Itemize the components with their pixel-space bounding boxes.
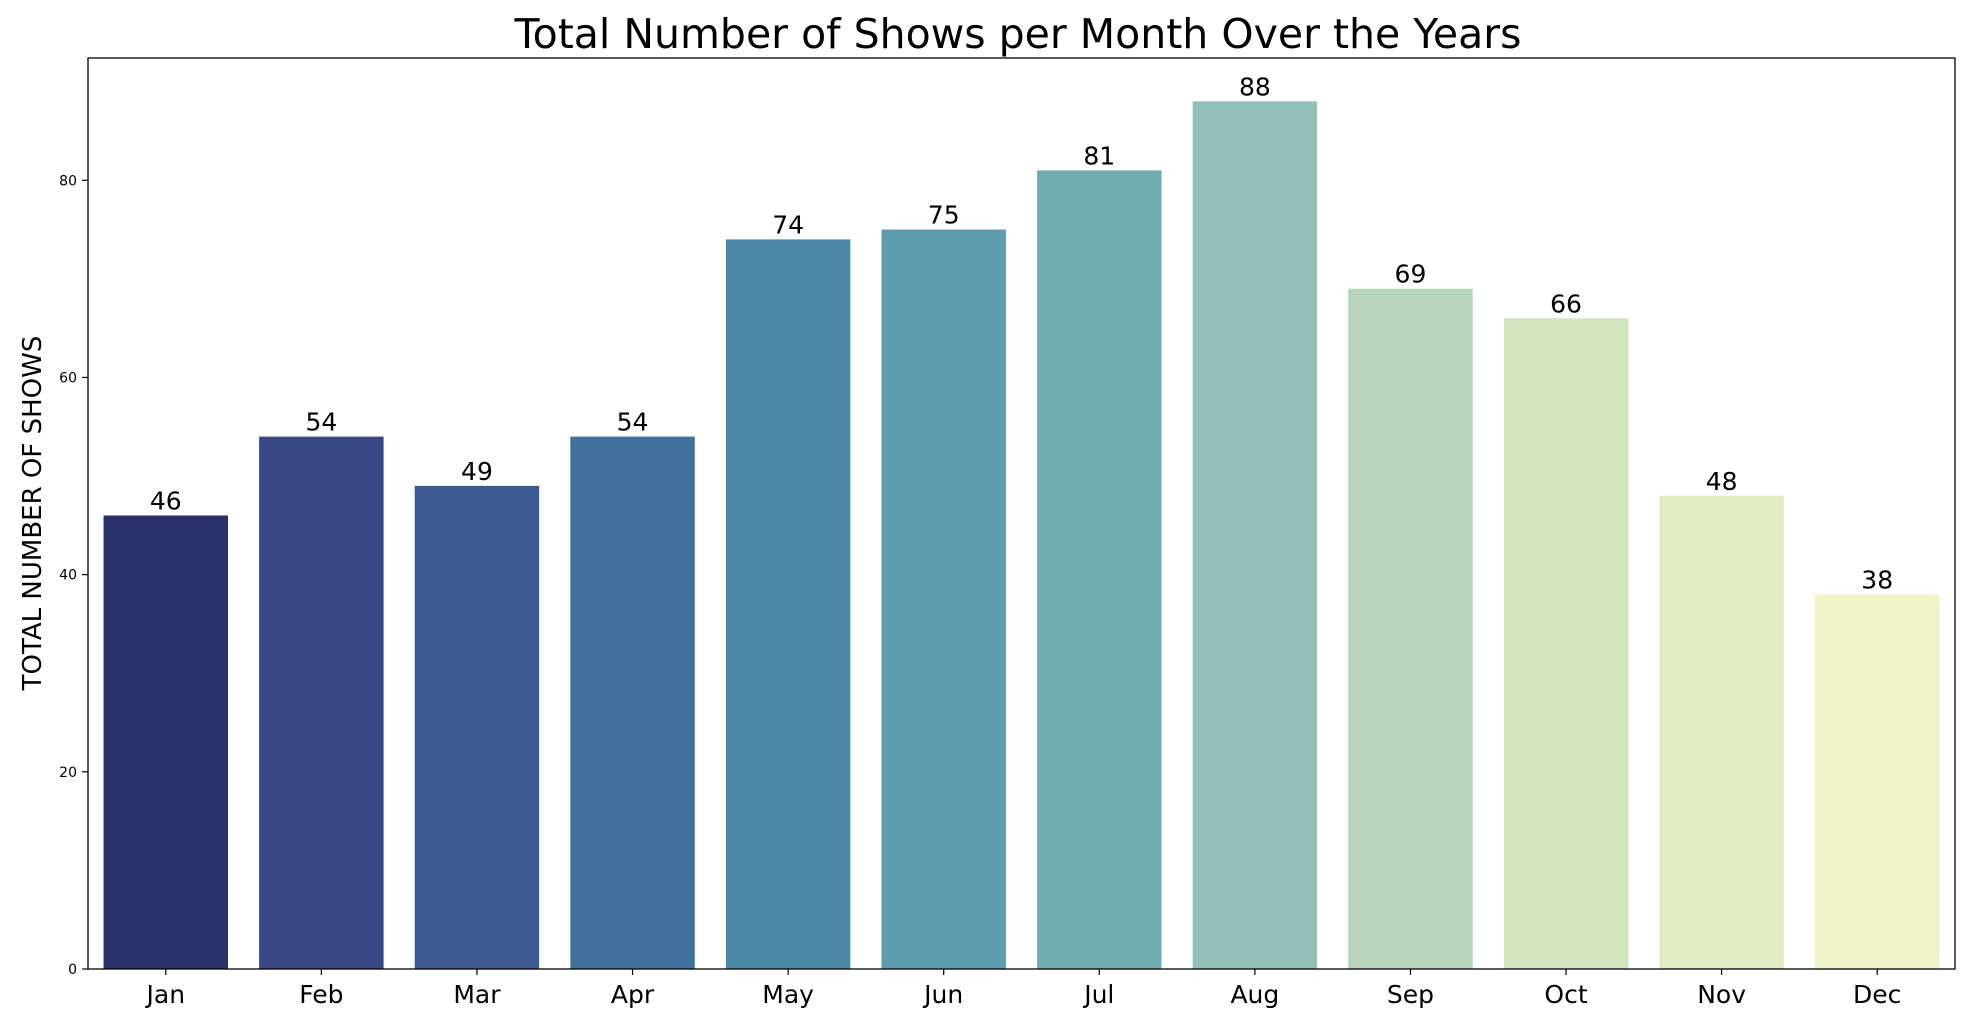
x-tick-label-jun: Jun: [922, 980, 963, 1009]
data-label-jan: 46: [150, 486, 182, 515]
bar-jun: [881, 229, 1006, 969]
bar-labels-group: 46 54 49 54 74 75 81 88 69 66 48 38: [150, 72, 1893, 594]
y-tick-label-0: 0: [68, 962, 77, 978]
x-axis-ticks: Jan Feb Mar Apr May Jun Jul Aug Sep Oct Nov Dec: [145, 969, 1901, 1009]
bar-sep: [1348, 288, 1473, 970]
data-label-oct: 66: [1550, 289, 1582, 318]
x-tick-label-aug: Aug: [1230, 980, 1279, 1009]
x-tick-label-dec: Dec: [1853, 980, 1901, 1009]
data-label-nov: 48: [1706, 467, 1738, 496]
data-label-apr: 54: [617, 408, 649, 437]
plot-area-frame: [87, 57, 1956, 970]
y-tick-label-40: 40: [59, 568, 77, 584]
x-tick-label-may: May: [762, 980, 814, 1009]
y-axis-label: TOTAL NUMBER OF SHOWS: [18, 336, 48, 692]
bar-jul: [1037, 170, 1162, 969]
chart-title: Total Number of Shows per Month Over the…: [514, 10, 1522, 58]
bar-may: [725, 239, 851, 969]
bar-aug: [1192, 101, 1318, 969]
data-label-dec: 38: [1861, 565, 1893, 594]
data-label-jun: 75: [928, 201, 960, 230]
x-tick-label-feb: Feb: [299, 980, 343, 1009]
data-label-sep: 69: [1395, 260, 1427, 289]
data-label-jul: 81: [1083, 141, 1115, 170]
bar-mar: [414, 485, 540, 969]
x-tick-label-jul: Jul: [1082, 980, 1114, 1009]
data-label-may: 74: [772, 210, 804, 239]
data-label-aug: 88: [1239, 72, 1271, 101]
y-tick-label-20: 20: [59, 765, 77, 781]
x-tick-label-jan: Jan: [145, 980, 186, 1009]
bar-oct: [1503, 318, 1629, 969]
y-axis-ticks: 0 20 40 60 80: [59, 173, 88, 978]
data-label-mar: 49: [461, 457, 493, 486]
bar-nov: [1659, 495, 1784, 969]
x-tick-label-mar: Mar: [453, 980, 501, 1009]
y-tick-label-80: 80: [59, 173, 77, 189]
x-tick-label-oct: Oct: [1544, 980, 1587, 1009]
bar-jan: [103, 515, 229, 969]
bars-group: [103, 101, 1940, 970]
x-tick-label-sep: Sep: [1387, 980, 1434, 1009]
y-tick-label-60: 60: [59, 370, 77, 386]
data-label-feb: 54: [305, 408, 337, 437]
bar-dec: [1814, 594, 1940, 969]
bar-apr: [570, 436, 695, 969]
bar-feb: [259, 436, 384, 969]
x-tick-label-apr: Apr: [611, 980, 655, 1009]
x-tick-label-nov: Nov: [1697, 980, 1746, 1009]
